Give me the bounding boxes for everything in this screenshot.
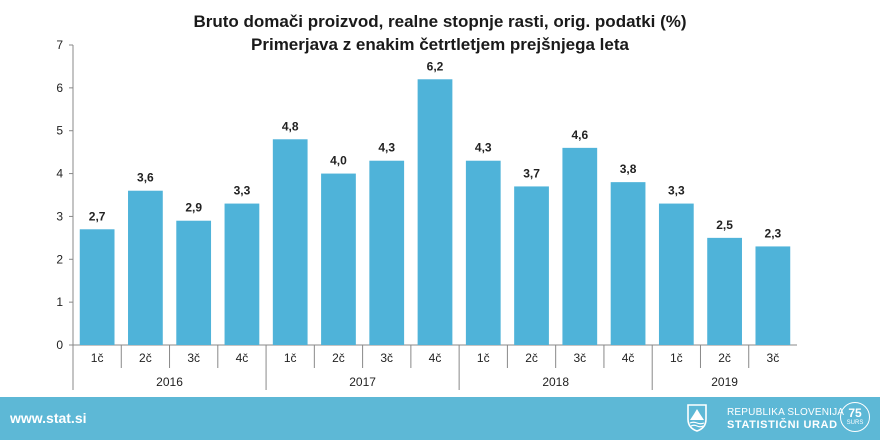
data-label: 4,3 xyxy=(378,141,395,155)
x-group-label: 2017 xyxy=(349,375,376,389)
bar xyxy=(514,186,549,345)
bar xyxy=(128,190,163,345)
data-label: 4,0 xyxy=(330,154,347,168)
data-label: 3,3 xyxy=(668,184,685,198)
x-tick-label: 4č xyxy=(622,351,635,365)
x-tick-label: 4č xyxy=(236,351,249,365)
bar xyxy=(658,203,694,345)
data-label: 2,3 xyxy=(765,226,782,240)
data-label: 2,5 xyxy=(716,218,733,232)
bar xyxy=(610,182,646,345)
y-tick-label: 0 xyxy=(56,338,63,352)
bar xyxy=(272,139,308,345)
data-label: 3,3 xyxy=(234,184,251,198)
chart: Bruto domači proizvod, realne stopnje ra… xyxy=(56,12,797,390)
x-tick-label: 3č xyxy=(573,351,586,365)
data-label: 4,3 xyxy=(475,141,492,155)
x-tick-label: 1č xyxy=(477,351,490,365)
x-tick-label: 3č xyxy=(380,351,393,365)
bar xyxy=(224,203,260,345)
bar xyxy=(465,160,501,345)
chart-title: Bruto domači proizvod, realne stopnje ra… xyxy=(193,12,687,31)
bar xyxy=(79,229,115,345)
bar xyxy=(369,160,405,345)
data-label: 3,7 xyxy=(523,166,540,180)
y-tick-label: 2 xyxy=(56,252,63,266)
x-tick-label: 4č xyxy=(429,351,442,365)
website-link[interactable]: www.stat.si xyxy=(10,410,87,426)
x-tick-label: 1č xyxy=(91,351,104,365)
bar xyxy=(321,173,356,345)
data-label: 4,8 xyxy=(282,119,299,133)
anniversary-badge: 75 SURS xyxy=(840,402,870,432)
bar xyxy=(562,147,598,345)
x-tick-label: 2č xyxy=(525,351,538,365)
bar xyxy=(417,79,453,346)
org-name-line1: REPUBLIKA SLOVENIJA xyxy=(727,407,845,418)
data-label: 2,9 xyxy=(185,201,202,215)
organization-logo-text: REPUBLIKA SLOVENIJA STATISTIČNI URAD xyxy=(727,406,844,432)
bar xyxy=(755,246,791,345)
x-tick-label: 1č xyxy=(284,351,297,365)
chart-subtitle: Primerjava z enakim četrtletjem prejšnje… xyxy=(251,35,629,54)
slovenia-coat-of-arms-icon xyxy=(687,404,707,432)
footer-bar: www.stat.si REPUBLIKA SLOVENIJA STATISTI… xyxy=(0,397,880,440)
y-tick-label: 1 xyxy=(56,295,63,309)
x-tick-label: 1č xyxy=(670,351,683,365)
data-label: 6,2 xyxy=(427,59,444,73)
x-group-label: 2016 xyxy=(156,375,183,389)
x-group-label: 2018 xyxy=(542,375,569,389)
org-name-line2: STATISTIČNI URAD xyxy=(727,419,838,431)
x-tick-label: 3č xyxy=(187,351,200,365)
y-tick-label: 7 xyxy=(56,38,63,52)
x-tick-label: 3č xyxy=(767,351,780,365)
y-tick-label: 3 xyxy=(56,209,63,223)
bar xyxy=(707,237,742,345)
data-label: 4,6 xyxy=(571,128,588,142)
bar xyxy=(176,220,212,345)
data-label: 3,8 xyxy=(620,162,637,176)
data-label: 3,6 xyxy=(137,171,154,185)
y-tick-label: 4 xyxy=(56,167,63,181)
x-group-label: 2019 xyxy=(711,375,738,389)
x-tick-label: 2č xyxy=(718,351,731,365)
data-label: 2,7 xyxy=(89,209,106,223)
y-tick-label: 5 xyxy=(56,124,63,138)
anniversary-label: SURS xyxy=(846,420,864,426)
x-tick-label: 2č xyxy=(332,351,345,365)
y-tick-label: 6 xyxy=(56,81,63,95)
x-tick-label: 2č xyxy=(139,351,152,365)
anniversary-number: 75 xyxy=(848,406,862,420)
chart-plot: 0 1 2 3 4 5 6 7 2,7 1č 3,6 2č 2,9 3č 3,3 4č 2016 4,8 1č 4,0… xyxy=(56,38,797,390)
